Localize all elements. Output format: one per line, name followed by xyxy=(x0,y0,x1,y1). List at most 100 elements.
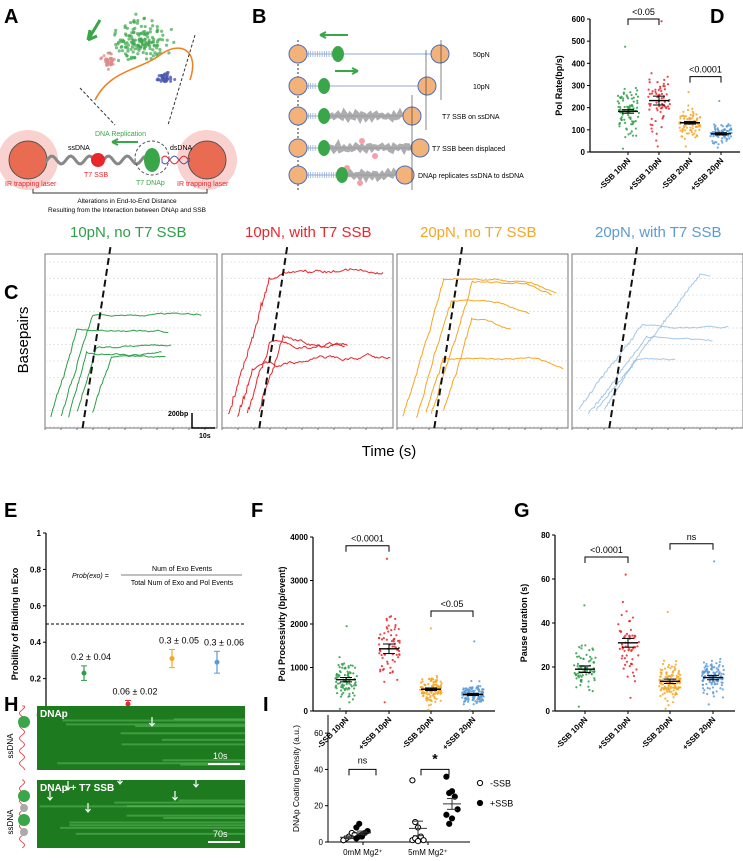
data-point xyxy=(387,630,390,633)
data-point xyxy=(688,118,691,121)
y-tick-label: 60 xyxy=(541,575,550,584)
protein-structure-atom xyxy=(156,77,160,81)
data-point xyxy=(339,689,343,692)
data-point xyxy=(469,686,472,689)
data-point xyxy=(660,89,663,93)
data-point xyxy=(631,134,635,137)
data-point xyxy=(635,134,638,137)
data-point xyxy=(336,682,340,685)
x-tick-label: -SSB 10pN xyxy=(554,715,589,750)
y-axis-title: DNAp Coating Density (a.u.) xyxy=(291,725,301,832)
data-point xyxy=(632,100,635,103)
panel-label-h: H xyxy=(4,694,19,716)
data-point xyxy=(621,654,624,658)
x-tick-label: +SSB 20pN xyxy=(681,715,718,752)
data-point xyxy=(354,684,358,687)
data-point xyxy=(346,674,349,677)
event-arrow-icon xyxy=(149,717,155,727)
data-point xyxy=(662,84,665,88)
data-point xyxy=(694,125,697,128)
data-point xyxy=(592,661,595,664)
data-point xyxy=(659,87,662,90)
data-point xyxy=(434,690,437,693)
data-point xyxy=(703,671,706,674)
data-point xyxy=(481,688,484,691)
y-axis-title: Pause duration (s) xyxy=(519,584,529,663)
data-point xyxy=(624,573,627,576)
data-point xyxy=(672,696,675,699)
data-point xyxy=(591,690,594,693)
data-point xyxy=(662,678,665,681)
data-point xyxy=(637,641,640,644)
y-tick-label: 40 xyxy=(541,619,550,628)
data-point xyxy=(710,659,713,662)
replication-trace xyxy=(443,317,511,411)
data-point xyxy=(348,687,351,690)
y-tick-label: 1 xyxy=(37,529,42,538)
data-point xyxy=(435,697,438,701)
data-point xyxy=(389,671,392,675)
data-point xyxy=(420,837,427,844)
data-point xyxy=(666,83,670,86)
data-point xyxy=(701,687,705,690)
protein-structure-atom xyxy=(129,47,133,51)
data-point xyxy=(630,662,633,665)
data-point xyxy=(626,95,629,98)
panel-label-f: F xyxy=(251,500,264,522)
protein-structure-atom xyxy=(136,43,141,47)
data-point xyxy=(585,653,588,657)
data-point xyxy=(479,700,483,703)
kymograph-bottom: 70s DNAp + T7 SSB ssDNA xyxy=(6,775,245,849)
data-point xyxy=(658,684,661,688)
protein-structure-atom xyxy=(116,58,121,63)
data-point xyxy=(589,655,592,658)
data-point xyxy=(687,104,690,107)
legend-marker xyxy=(476,779,484,787)
data-point xyxy=(432,680,435,684)
ssb-icon xyxy=(20,828,28,836)
data-point xyxy=(728,131,731,134)
data-point xyxy=(335,676,338,679)
data-point xyxy=(437,685,440,688)
panel-b-schematic: 50pN 10pN T7 SSB on ssDNA T7 SSB been displ… xyxy=(288,31,524,190)
data-point xyxy=(632,96,635,99)
data-point xyxy=(392,640,395,643)
protein-structure-atom xyxy=(120,44,124,49)
data-point xyxy=(618,647,621,650)
protein-structure-atom xyxy=(144,51,149,56)
protein-structure-atom xyxy=(161,33,165,37)
data-point xyxy=(627,113,630,117)
rate-guide-dashed-line xyxy=(608,245,639,429)
rate-guide-dashed-line xyxy=(258,245,289,429)
data-point xyxy=(685,132,689,135)
data-point xyxy=(628,104,632,107)
data-point xyxy=(716,682,719,686)
panel-label-i: I xyxy=(263,694,269,716)
data-point xyxy=(660,686,664,689)
data-point xyxy=(630,123,633,126)
data-point xyxy=(705,662,708,666)
displaced-ssb xyxy=(357,180,363,186)
data-point xyxy=(651,130,654,133)
panel-f-chart: 0 1000 2000 3000 4000 Pol Processivity (bp/ev… xyxy=(277,533,495,752)
caption-line-1: Alterations in End-to-End Distance xyxy=(77,198,177,205)
panel-c-trace-plot-3 xyxy=(396,245,569,430)
protein-structure-atom xyxy=(169,75,173,79)
data-point xyxy=(473,640,476,643)
data-point xyxy=(677,672,680,675)
data-point xyxy=(664,675,667,679)
data-point xyxy=(383,701,386,704)
data-point xyxy=(574,674,578,677)
data-label: 0.2 ± 0.04 xyxy=(71,652,111,662)
data-label: 0.3 ± 0.06 xyxy=(204,637,244,647)
data-point xyxy=(728,137,731,140)
ssdna-label: ssDNA xyxy=(6,809,15,835)
protein-structure-atom xyxy=(130,45,135,49)
data-point xyxy=(427,708,430,711)
data-point xyxy=(627,133,630,136)
protein-structure-atom xyxy=(163,77,167,81)
data-point xyxy=(618,123,621,126)
data-point xyxy=(725,125,728,128)
p-value-label: <0.0001 xyxy=(590,545,623,555)
data-point xyxy=(716,680,720,683)
